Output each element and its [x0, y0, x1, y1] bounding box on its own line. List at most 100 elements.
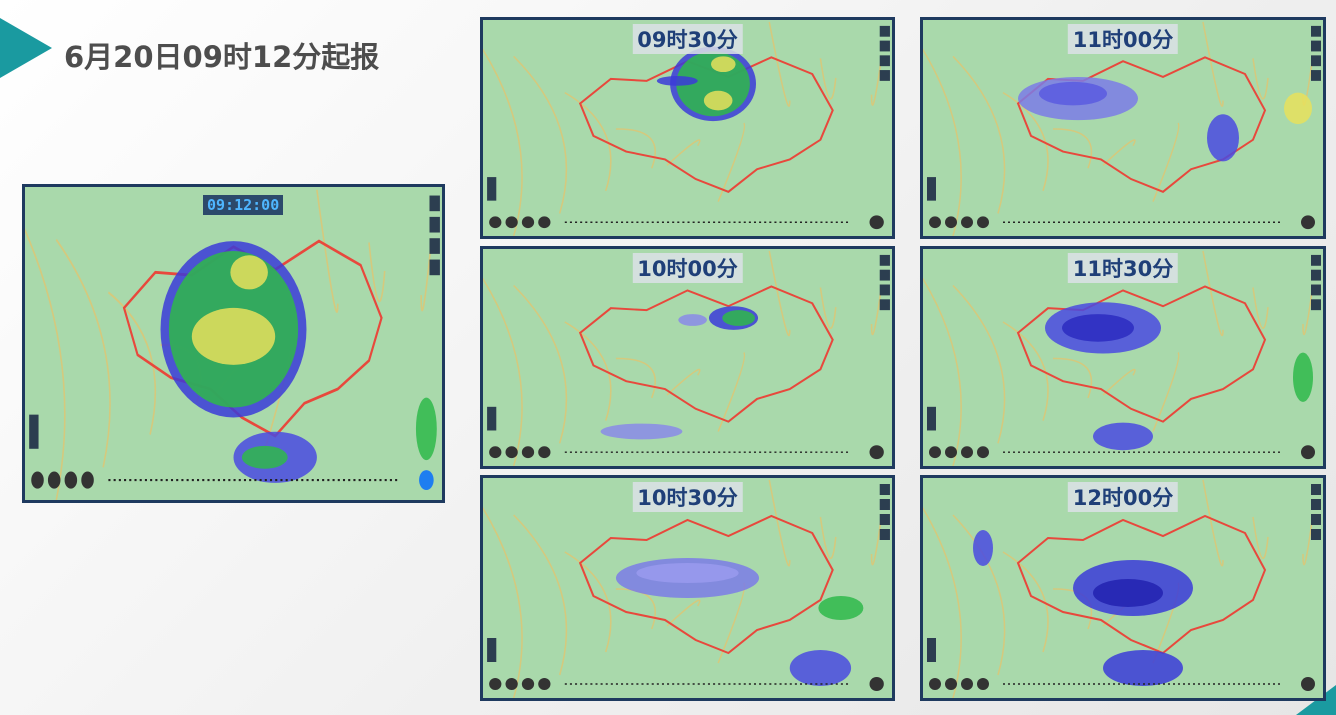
road: [1252, 287, 1269, 329]
zoom-control[interactable]: [487, 406, 497, 431]
road: [1052, 357, 1093, 399]
side-icon[interactable]: [1311, 514, 1321, 525]
side-icon[interactable]: [879, 40, 890, 52]
tool-button[interactable]: [977, 216, 989, 229]
tool-button[interactable]: [538, 446, 551, 459]
zoom-control[interactable]: [927, 406, 936, 431]
side-icon[interactable]: [429, 259, 440, 276]
tool-button[interactable]: [929, 446, 941, 459]
zoom-control[interactable]: [927, 177, 936, 201]
tool-button[interactable]: [961, 216, 973, 229]
play-button[interactable]: [1301, 445, 1315, 460]
radar-panel: 11时30分: [920, 246, 1326, 469]
zoom-control[interactable]: [927, 638, 936, 662]
tool-button[interactable]: [505, 216, 518, 229]
tool-button[interactable]: [489, 216, 502, 229]
side-icon[interactable]: [1311, 299, 1321, 311]
side-icon[interactable]: [1311, 40, 1321, 52]
tool-button[interactable]: [505, 446, 518, 459]
side-icon[interactable]: [879, 529, 890, 540]
zoom-control[interactable]: [29, 414, 39, 449]
side-icon[interactable]: [879, 254, 890, 266]
play-button[interactable]: [419, 470, 434, 491]
tool-button[interactable]: [64, 471, 78, 489]
road: [870, 513, 883, 566]
tool-button[interactable]: [945, 216, 957, 229]
side-icon[interactable]: [1311, 25, 1321, 37]
tool-button[interactable]: [977, 446, 989, 459]
radar-echo: [1093, 579, 1163, 607]
radar-panel: 12时00分: [920, 475, 1326, 701]
side-icon[interactable]: [429, 195, 440, 212]
side-icon[interactable]: [1311, 529, 1321, 540]
play-button[interactable]: [1301, 677, 1315, 691]
side-icon[interactable]: [879, 514, 890, 525]
tool-button[interactable]: [47, 471, 61, 489]
side-icon[interactable]: [429, 238, 440, 254]
side-icon[interactable]: [879, 284, 890, 296]
toolbar: [487, 254, 890, 460]
side-icon[interactable]: [429, 216, 440, 233]
road: [952, 284, 1006, 444]
side-icon[interactable]: [879, 269, 890, 281]
road: [513, 55, 568, 214]
road: [1102, 368, 1136, 396]
radar-echo: [722, 310, 755, 326]
map-canvas: [483, 21, 890, 236]
play-button[interactable]: [1301, 215, 1315, 230]
side-icon[interactable]: [1311, 499, 1321, 510]
tool-button[interactable]: [977, 678, 989, 690]
tool-button[interactable]: [538, 216, 551, 229]
road: [107, 291, 157, 435]
tool-button[interactable]: [489, 678, 502, 690]
tool-button[interactable]: [929, 678, 941, 690]
tool-button[interactable]: [81, 471, 94, 489]
road: [513, 514, 568, 676]
zoom-control[interactable]: [487, 638, 497, 662]
side-icon[interactable]: [1311, 254, 1321, 266]
side-icon[interactable]: [879, 25, 890, 37]
tool-button[interactable]: [538, 678, 551, 690]
tool-button[interactable]: [521, 678, 535, 690]
tool-button[interactable]: [961, 446, 973, 459]
tool-button[interactable]: [945, 446, 957, 459]
play-button[interactable]: [869, 215, 884, 230]
road: [615, 128, 657, 169]
radar-panel: 09时30分: [480, 17, 895, 239]
road: [952, 55, 1006, 214]
play-button[interactable]: [869, 677, 884, 691]
tool-button[interactable]: [505, 678, 518, 690]
side-icon[interactable]: [1311, 484, 1321, 495]
tool-button[interactable]: [489, 446, 502, 459]
road: [870, 55, 883, 106]
side-icon[interactable]: [879, 499, 890, 510]
tool-button[interactable]: [961, 678, 973, 690]
side-icon[interactable]: [1311, 284, 1321, 296]
play-button[interactable]: [869, 445, 884, 460]
radar-echo: [656, 75, 698, 86]
slide-title: 6月20日09时12分起报: [64, 40, 380, 74]
side-icon[interactable]: [879, 484, 890, 495]
tool-button[interactable]: [31, 471, 44, 489]
region-boundary: [1016, 56, 1267, 193]
side-icon[interactable]: [1311, 70, 1321, 81]
road: [819, 58, 837, 100]
zoom-control[interactable]: [487, 177, 497, 201]
road: [564, 551, 612, 653]
side-icon[interactable]: [879, 70, 890, 81]
side-icon[interactable]: [879, 299, 890, 311]
side-icon[interactable]: [879, 55, 890, 67]
road: [666, 368, 701, 396]
side-icon[interactable]: [1311, 55, 1321, 67]
side-icon[interactable]: [1311, 269, 1321, 281]
road: [615, 588, 656, 630]
road: [1152, 122, 1180, 202]
region-boundary: [578, 285, 834, 423]
road: [564, 321, 612, 421]
tool-button[interactable]: [929, 216, 941, 229]
road: [717, 122, 746, 202]
tool-button[interactable]: [945, 678, 957, 690]
tool-button[interactable]: [521, 216, 535, 229]
tool-button[interactable]: [521, 446, 535, 459]
map-canvas: [483, 250, 890, 466]
